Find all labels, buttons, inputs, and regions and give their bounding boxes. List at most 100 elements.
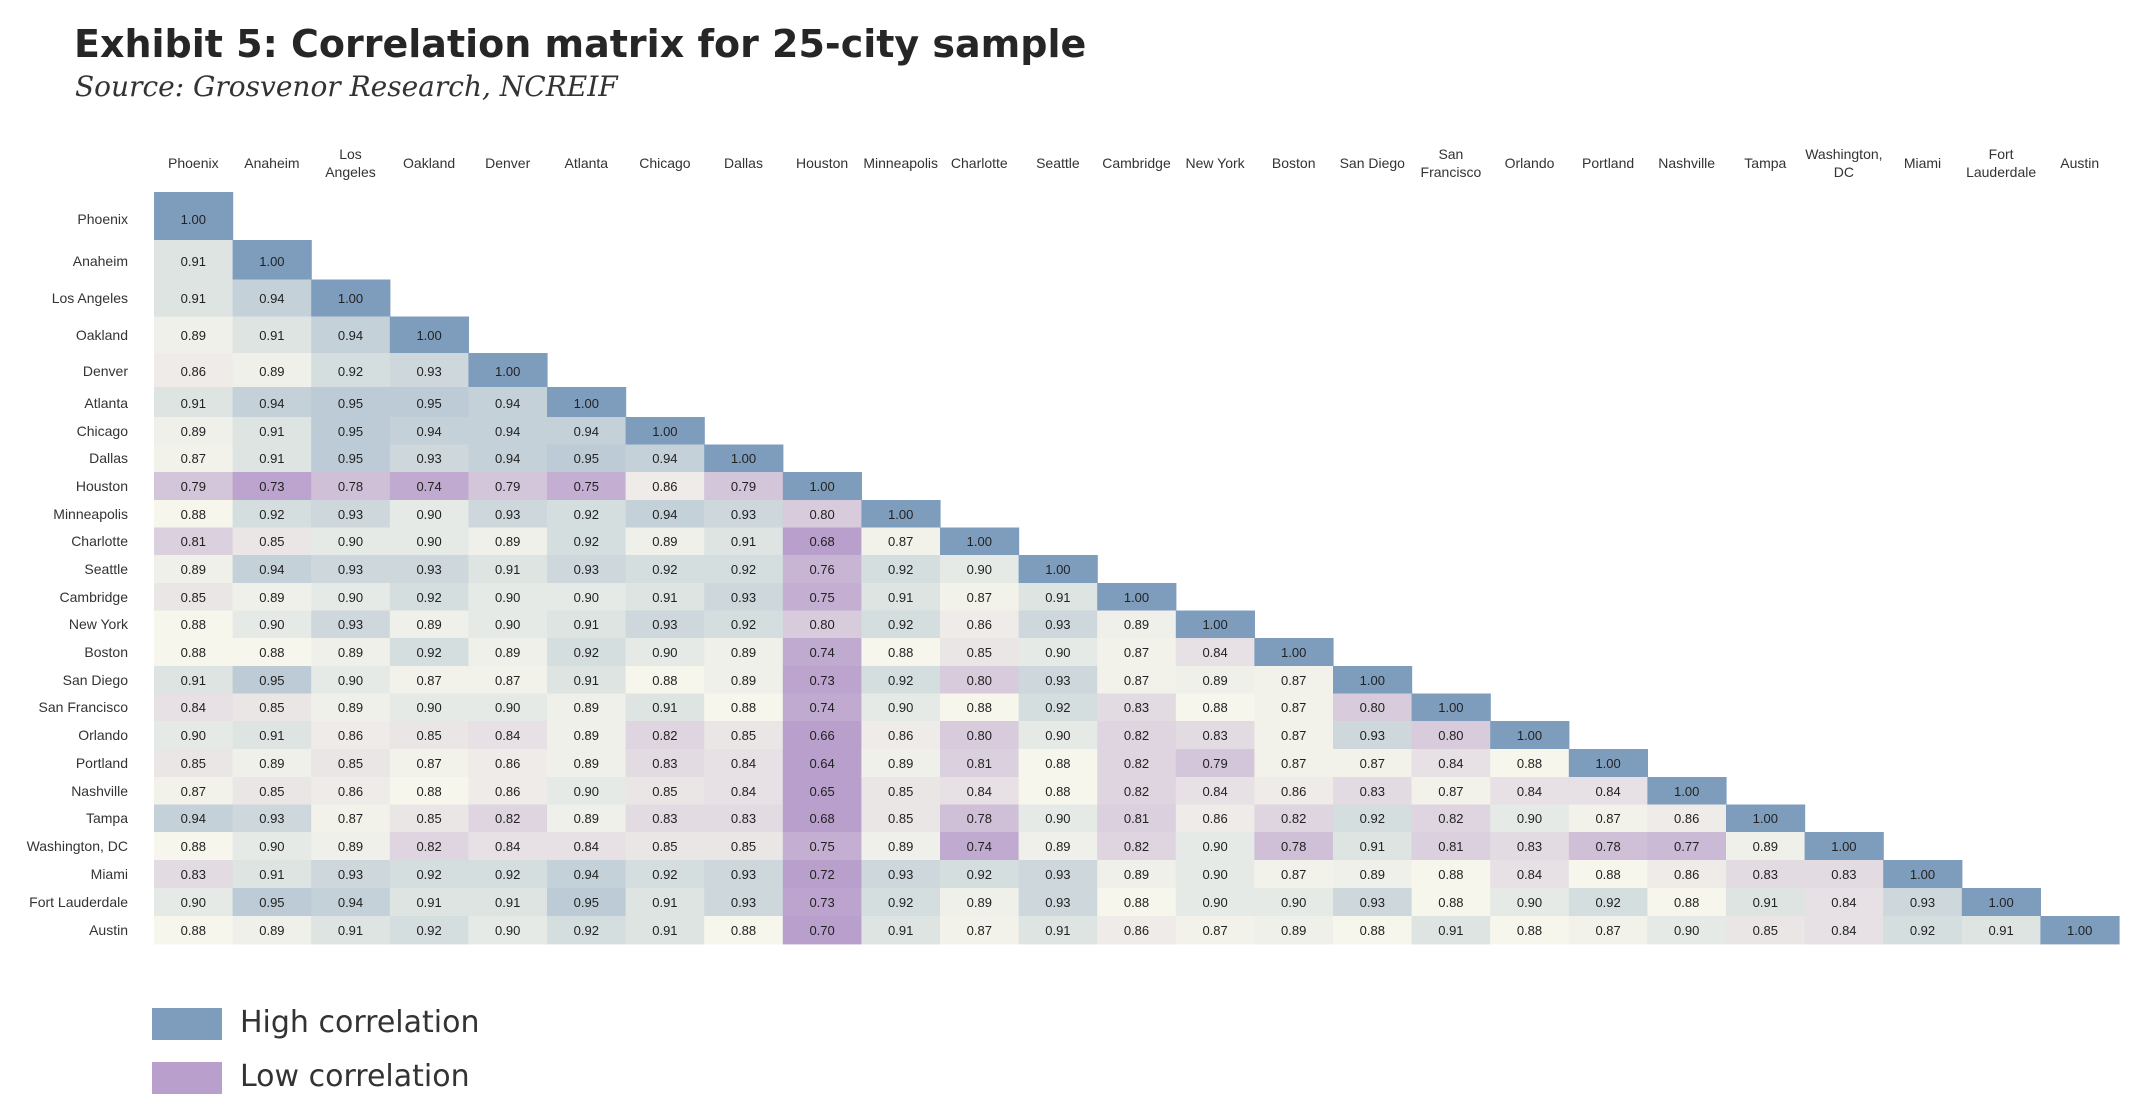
- cell-value: 0.94: [495, 424, 520, 439]
- cell-value: 0.90: [1517, 811, 1542, 826]
- row-label: Fort Lauderdale: [29, 894, 128, 910]
- heatmap-cell: [232, 417, 312, 445]
- row-label: Houston: [76, 478, 128, 494]
- cell-value: 0.87: [1124, 673, 1149, 688]
- cell-value: 0.94: [259, 396, 284, 411]
- heatmap-cell: [232, 555, 312, 584]
- heatmap-cell: [1097, 749, 1177, 778]
- row-label: Minneapolis: [53, 506, 128, 522]
- heatmap-cell: [704, 472, 784, 501]
- heatmap-cell: [468, 860, 548, 889]
- heatmap-cell: [232, 721, 312, 750]
- cell-value: 0.91: [1988, 923, 2013, 938]
- cell-value: 0.91: [495, 562, 520, 577]
- column-label: Seattle: [1036, 155, 1080, 171]
- cell-value: 0.93: [338, 562, 363, 577]
- heatmap-cell: [1883, 888, 1963, 917]
- cell-value: 1.00: [652, 424, 677, 439]
- cell-value: 0.88: [1202, 700, 1227, 715]
- heatmap-cell: [940, 804, 1020, 833]
- heatmap-cell: [1411, 804, 1491, 833]
- heatmap-cell: [232, 316, 312, 354]
- heatmap-cell: [1097, 721, 1177, 750]
- heatmap-cell: [861, 500, 941, 528]
- heatmap-cell: [782, 888, 862, 917]
- cell-value: 0.91: [652, 895, 677, 910]
- heatmap-cell: [782, 777, 862, 805]
- cell-value: 0.88: [1595, 867, 1620, 882]
- heatmap-cell: [1333, 916, 1413, 945]
- cell-value: 0.93: [338, 507, 363, 522]
- heatmap-cell: [547, 500, 627, 528]
- cell-value: 0.84: [1202, 784, 1227, 799]
- heatmap-cell: [1961, 916, 2041, 945]
- heatmap-cell: [1568, 860, 1648, 889]
- heatmap-cell: [232, 860, 312, 889]
- cell-value: 0.93: [652, 617, 677, 632]
- cell-value: 0.91: [181, 396, 206, 411]
- heatmap-cell: [1411, 777, 1491, 805]
- cell-value: 0.76: [809, 562, 834, 577]
- heatmap-cell: [940, 555, 1020, 584]
- heatmap-cell: [1097, 860, 1177, 889]
- heatmap-cell: [1647, 860, 1727, 889]
- column-label: Charlotte: [951, 155, 1008, 171]
- heatmap-cell: [861, 666, 941, 694]
- heatmap-cell: [468, 666, 548, 694]
- heatmap-cell: [1175, 832, 1255, 861]
- heatmap-cell: [232, 693, 312, 722]
- cell-value: 0.88: [1360, 923, 1385, 938]
- cell-value: 0.84: [967, 784, 992, 799]
- heatmap-cell: [389, 316, 469, 354]
- heatmap-cell: [1018, 777, 1098, 805]
- cell-value: 0.92: [574, 507, 599, 522]
- cell-value: 0.92: [416, 590, 441, 605]
- cell-value: 1.00: [1910, 867, 1935, 882]
- heatmap-cell: [1333, 693, 1413, 722]
- cell-value: 0.87: [1360, 756, 1385, 771]
- heatmap-cell: [1411, 749, 1491, 778]
- cell-value: 1.00: [967, 534, 992, 549]
- cell-value: 0.90: [1202, 839, 1227, 854]
- cell-value: 0.84: [495, 839, 520, 854]
- row-label: Nashville: [71, 783, 128, 799]
- heatmap-cell: [154, 749, 234, 778]
- cell-value: 0.74: [809, 700, 834, 715]
- cell-value: 0.92: [1595, 895, 1620, 910]
- cell-value: 0.87: [1202, 923, 1227, 938]
- cell-value: 0.93: [259, 811, 284, 826]
- cell-value: 0.93: [416, 451, 441, 466]
- cell-value: 0.93: [731, 895, 756, 910]
- heatmap-cell: [1333, 888, 1413, 917]
- cell-value: 0.85: [181, 590, 206, 605]
- cell-value: 0.88: [416, 784, 441, 799]
- row-label: Atlanta: [84, 395, 128, 411]
- cell-value: 0.81: [1124, 811, 1149, 826]
- heatmap-cell: [704, 555, 784, 584]
- heatmap-cell: [389, 555, 469, 584]
- cell-value: 0.88: [1045, 784, 1070, 799]
- heatmap-cell: [625, 804, 705, 833]
- cell-value: 1.00: [259, 254, 284, 269]
- cell-value: 0.91: [888, 923, 913, 938]
- heatmap-cell: [311, 749, 391, 778]
- heatmap-cell: [1568, 749, 1648, 778]
- cell-value: 0.82: [1438, 811, 1463, 826]
- cell-value: 0.91: [1360, 839, 1385, 854]
- heatmap-cell: [468, 721, 548, 750]
- heatmap-cell: [154, 638, 234, 667]
- heatmap-cell: [782, 832, 862, 861]
- cell-value: 0.85: [259, 534, 284, 549]
- column-label: Austin: [2060, 155, 2099, 171]
- heatmap-cell: [861, 749, 941, 778]
- cell-value: 0.80: [1438, 728, 1463, 743]
- heatmap-cell: [861, 527, 941, 556]
- cell-value: 0.87: [1281, 673, 1306, 688]
- heatmap-cell: [1097, 610, 1177, 639]
- cell-value: 0.93: [1910, 895, 1935, 910]
- cell-value: 1.00: [1438, 700, 1463, 715]
- heatmap-cell: [232, 353, 312, 388]
- cell-value: 0.73: [809, 673, 834, 688]
- cell-value: 0.89: [495, 534, 520, 549]
- cell-value: 0.83: [652, 811, 677, 826]
